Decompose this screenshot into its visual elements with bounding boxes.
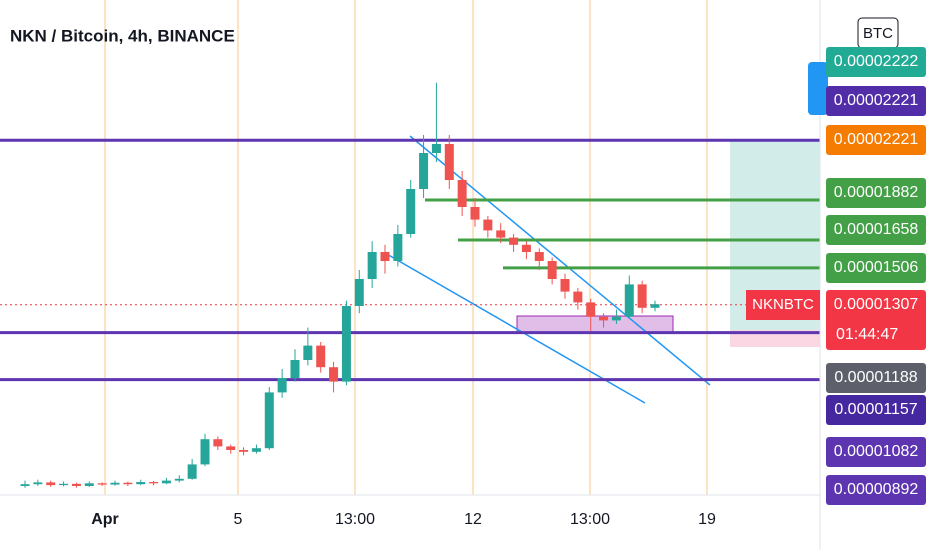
candle-body [264, 392, 274, 449]
candle-body [534, 252, 544, 261]
currency: BTC [863, 25, 893, 42]
x-tick-label: Apr [91, 511, 119, 528]
candle-body [251, 448, 261, 452]
price-label: 0.00001157 [834, 401, 917, 418]
candle-body [637, 284, 647, 308]
candle-body [406, 189, 416, 234]
price-label-box [826, 437, 926, 467]
price-label: 0.00001188 [834, 369, 917, 386]
price-label-box [826, 178, 926, 208]
candle-body [303, 345, 313, 360]
candle-body [123, 482, 133, 485]
symbol: NKNBTC [752, 296, 814, 313]
candle-body [444, 144, 454, 180]
candle-body [560, 279, 570, 292]
candle-body [380, 252, 390, 261]
trend-line [384, 252, 646, 404]
candle-body [174, 478, 184, 481]
price-label: 0.00001506 [834, 259, 919, 276]
candle-body [341, 306, 351, 382]
candle-body [84, 483, 94, 486]
candle-body [59, 483, 69, 486]
candle-body [470, 207, 480, 220]
candle-body [354, 279, 364, 306]
candle-body [213, 439, 223, 447]
candle-body [33, 482, 43, 485]
price-label: 0.00001658 [834, 221, 919, 238]
candle-body [71, 483, 81, 486]
candle-body [367, 252, 377, 279]
candle-body [483, 219, 493, 231]
candle-body [239, 450, 249, 452]
stop-zone [730, 330, 820, 347]
candle-body [200, 439, 210, 465]
price-label-box [826, 253, 926, 283]
price-label-box [826, 475, 926, 505]
candle-body [149, 482, 159, 484]
x-tick-label: 19 [698, 511, 716, 528]
candle-body [521, 244, 531, 252]
candle-body [573, 291, 583, 303]
candle-body [226, 446, 236, 450]
candle-body [650, 304, 660, 308]
price-label-box [826, 215, 926, 245]
candle-body [586, 302, 596, 317]
price-label: 0.00001082 [834, 443, 919, 460]
price-label: 0.00001882 [834, 184, 919, 201]
x-tick-label: 12 [464, 511, 482, 528]
time-grid [104, 0, 708, 495]
chart-title: NKN / Bitcoin, 4h, BINANCE [10, 26, 235, 45]
x-tick-label: 5 [234, 511, 243, 528]
plot [0, 82, 820, 488]
price-label: 0.00000892 [834, 481, 919, 498]
candle-body [277, 378, 287, 393]
price-label-box [826, 125, 926, 155]
candle-body [419, 153, 429, 189]
candle-body [161, 480, 171, 484]
candle-body [547, 261, 557, 279]
alert-badge[interactable] [808, 62, 828, 115]
candle-body [599, 316, 609, 321]
price-label: 0.00002222 [834, 53, 919, 70]
x-labels: Apr 5 13:00 12 13:00 19 [91, 511, 716, 528]
candle-body [110, 482, 120, 485]
price-label-box [826, 86, 926, 116]
symbol-badge [746, 290, 820, 320]
x-tick-label: 13:00 [570, 511, 610, 528]
candle-body [97, 483, 107, 485]
price-label: 0.00002221 [834, 92, 919, 109]
candle-body [187, 464, 197, 479]
candle-body [290, 360, 300, 378]
candle-body [393, 234, 403, 261]
candle-body [624, 284, 634, 317]
countdown: 01:44:47 [836, 326, 898, 343]
candle-body [329, 367, 339, 382]
price-label-box [826, 363, 926, 393]
price-label: 0.00002221 [834, 131, 919, 148]
candle-body [316, 345, 326, 368]
candle-body [46, 482, 56, 486]
candle-body [431, 144, 441, 153]
price-label-box [826, 47, 926, 77]
price-label-box [826, 395, 926, 425]
candle-body [20, 484, 30, 486]
candle-body [136, 482, 146, 485]
candle-body [496, 230, 506, 238]
candle-body [611, 316, 621, 321]
candle-body [457, 180, 467, 207]
trend-line [409, 135, 711, 386]
price-labels: 0.00002222 0.00002221 0.00002221 0.00001882… [826, 47, 926, 505]
x-tick-label: 13:00 [335, 511, 375, 528]
candle-body [509, 237, 519, 245]
price-label-box [826, 290, 926, 350]
price-label: 0.00001307 [834, 296, 919, 313]
support-box [516, 315, 674, 334]
